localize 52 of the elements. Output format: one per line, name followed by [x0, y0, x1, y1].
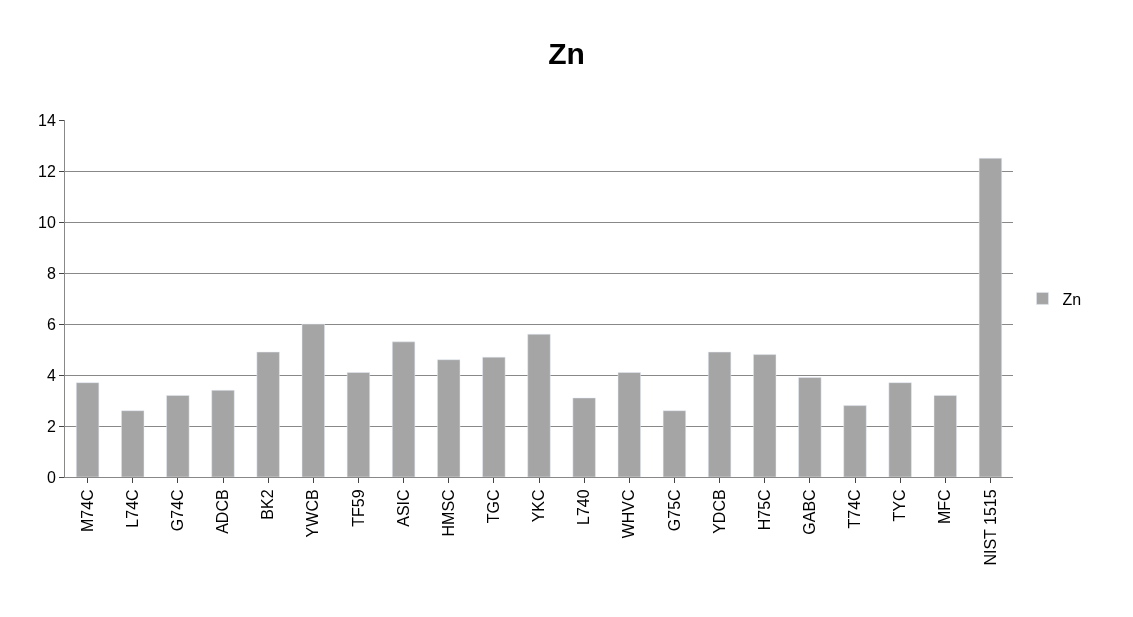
y-tick-label: 14 — [38, 111, 56, 129]
bar — [301, 323, 325, 477]
y-tick-label: 4 — [46, 366, 56, 384]
bar — [708, 351, 732, 477]
x-tick-label: WHVC — [620, 489, 638, 539]
bar — [76, 382, 100, 477]
x-tick-label: YKC — [530, 489, 548, 523]
x-tick-label: MFC — [936, 489, 954, 525]
x-tick-label: YWCB — [304, 489, 322, 538]
x-tick-label: YDCB — [710, 489, 728, 534]
x-tick-label: L740 — [575, 489, 593, 525]
x-tick-label: M74C — [78, 489, 96, 533]
x-tick-label: G75C — [665, 489, 683, 532]
x-tick-label: GABC — [801, 489, 819, 535]
x-tick-label: H75C — [755, 489, 773, 531]
y-tick-label: 2 — [46, 417, 56, 435]
x-tick-label: HMSC — [439, 489, 457, 537]
bar — [346, 372, 370, 477]
bar — [482, 356, 506, 477]
x-tick-label: L74C — [123, 489, 141, 528]
bar — [933, 395, 957, 477]
x-tick-label: TF59 — [349, 489, 367, 527]
x-tick-label: TGC — [485, 489, 503, 524]
legend-label: Zn — [1062, 290, 1082, 308]
chart-title: Zn — [548, 37, 585, 71]
bar — [437, 359, 461, 477]
x-tick-label: NIST 1515 — [981, 489, 999, 566]
bar — [166, 395, 190, 477]
bar — [798, 377, 822, 477]
bar — [392, 341, 416, 477]
bar — [527, 333, 551, 477]
bar — [121, 410, 145, 477]
bar — [978, 158, 1002, 477]
x-tick-label: TYC — [891, 489, 909, 522]
x-tick-label: T74C — [846, 489, 864, 529]
x-tick-label: ADCB — [214, 489, 232, 534]
y-tick-label: 6 — [46, 315, 56, 333]
bar — [572, 397, 596, 477]
bar — [211, 390, 235, 477]
y-tick-label: 0 — [46, 468, 56, 486]
y-tick-label: 10 — [38, 213, 56, 231]
bar — [256, 351, 280, 477]
x-tick-label: BK2 — [259, 489, 277, 520]
y-tick-label: 12 — [38, 162, 56, 180]
bar — [843, 405, 867, 477]
x-tick-label: G74C — [169, 489, 187, 532]
y-tick-label: 8 — [46, 264, 56, 282]
bar — [617, 372, 641, 477]
bar — [753, 354, 777, 477]
bar — [662, 410, 686, 477]
x-tick-label: ASIC — [394, 489, 412, 527]
bar — [888, 382, 912, 477]
